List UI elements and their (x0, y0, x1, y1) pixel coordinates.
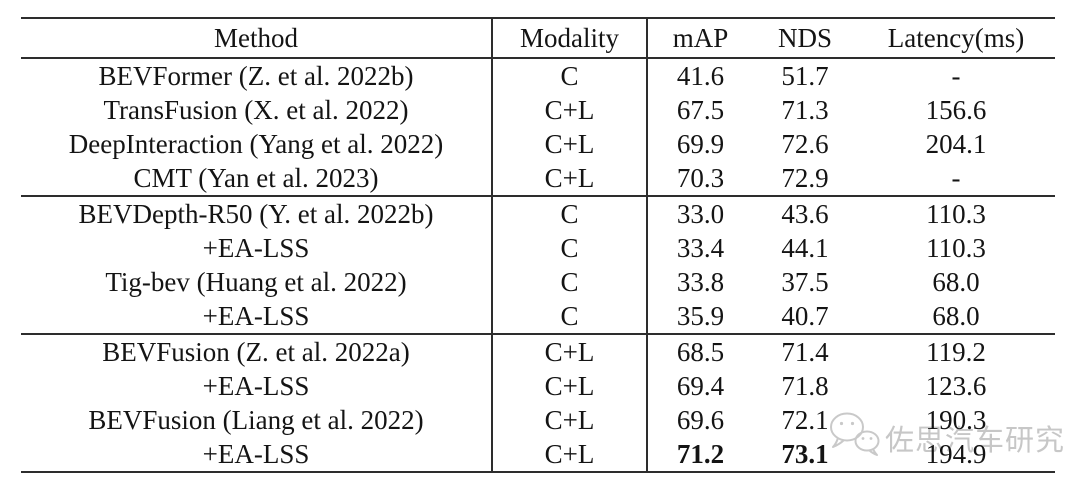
cell-nds: 72.9 (753, 161, 857, 197)
cell-modality: C+L (492, 161, 648, 197)
cell-nds: 72.6 (781, 128, 829, 159)
header-modality: Modality (492, 18, 648, 59)
table-row: +EA-LSS C 35.9 40.7 68.0 (21, 299, 1055, 335)
cell-method: BEVFormer (Z. et al. 2022b) (21, 58, 493, 93)
cell-nds-best: 73.1 (781, 438, 829, 469)
header-map: mAP (647, 18, 753, 59)
table-row: BEVFusion (Z. et al. 2022a) C+L 68.5 71.… (21, 334, 1055, 369)
table-row: CMT (Yan et al. 2023) C+L 70.3 72.9 - (21, 161, 1055, 197)
results-table: Method Modality mAP NDS Latency(ms) BEVF… (21, 17, 1055, 473)
cell-latency: 110.3 (926, 198, 986, 229)
cell-modality: C (492, 231, 648, 265)
cell-latency: 156.6 (925, 94, 987, 125)
cell-method: TransFusion (X. et al. 2022) (21, 93, 493, 127)
cell-modality: C+L (492, 93, 648, 127)
cell-modality: C (492, 196, 648, 231)
cell-method: BEVFusion (Z. et al. 2022a) (21, 334, 493, 369)
cell-map: 69.6 (676, 404, 725, 435)
cell-modality: C (492, 265, 648, 299)
cell-map-best: 71.2 (676, 438, 725, 469)
cell-nds: 43.6 (781, 198, 829, 229)
table-row: +EA-LSS C+L 69.4 71.8 123.6 (21, 369, 1055, 403)
table-row: +EA-LSS C 33.4 44.1 110.3 (21, 231, 1055, 265)
cell-method: BEVFusion (Liang et al. 2022) (21, 403, 493, 437)
cell-method: +EA-LSS (21, 369, 493, 403)
cell-map: 41.6 (676, 60, 725, 91)
cell-map: 69.9 (676, 128, 725, 159)
table-row: BEVFusion (Liang et al. 2022) C+L 69.6 7… (21, 403, 1055, 437)
cell-method: +EA-LSS (21, 231, 493, 265)
cell-map: 69.4 (676, 370, 725, 401)
header-latency: Latency(ms) (857, 18, 1055, 59)
cell-nds: 44.1 (781, 232, 829, 263)
watermark: 佐思汽车研究 (828, 410, 1065, 465)
cell-latency: 68.0 (857, 299, 1055, 335)
cell-latency: - (857, 161, 1055, 197)
table-row: DeepInteraction (Yang et al. 2022) C+L 6… (21, 127, 1055, 161)
cell-modality: C (492, 299, 648, 335)
table-row: BEVFormer (Z. et al. 2022b) C 41.6 51.7 … (21, 58, 1055, 93)
cell-modality: C (492, 58, 648, 93)
cell-nds: 71.8 (781, 370, 829, 401)
cell-method: +EA-LSS (21, 299, 493, 335)
cell-modality: C+L (492, 334, 648, 369)
cell-method: BEVDepth-R50 (Y. et al. 2022b) (21, 196, 493, 231)
cell-latency: 123.6 (925, 370, 987, 401)
table-row: +EA-LSS C+L 71.2 73.1 194.9 (21, 437, 1055, 472)
cell-latency: 110.3 (926, 232, 986, 263)
cell-latency: - (951, 60, 961, 91)
cell-latency: 194.9 (925, 438, 987, 469)
cell-modality: C+L (492, 369, 648, 403)
cell-map: 70.3 (647, 161, 753, 197)
header-method: Method (21, 18, 493, 59)
table-row: Tig-bev (Huang et al. 2022) C 33.8 37.5 … (21, 265, 1055, 299)
cell-method: DeepInteraction (Yang et al. 2022) (21, 127, 493, 161)
cell-latency: 68.0 (932, 266, 980, 297)
header-nds: NDS (753, 18, 857, 59)
cell-method: Tig-bev (Huang et al. 2022) (21, 265, 493, 299)
cell-map: 33.0 (676, 198, 725, 229)
cell-modality: C+L (492, 403, 648, 437)
cell-map: 33.4 (676, 232, 725, 263)
watermark-text: 佐思汽车研究 (885, 424, 1066, 457)
cell-nds: 51.7 (781, 60, 829, 91)
cell-map: 33.8 (676, 266, 725, 297)
cell-nds: 72.1 (781, 404, 829, 435)
table-header-row: Method Modality mAP NDS Latency(ms) (21, 18, 1055, 59)
cell-nds: 71.4 (781, 336, 829, 367)
table-row: TransFusion (X. et al. 2022) C+L 67.5 71… (21, 93, 1055, 127)
cell-map: 68.5 (676, 336, 725, 367)
cell-latency: 119.2 (926, 336, 986, 367)
cell-latency: 204.1 (925, 128, 987, 159)
table-row: BEVDepth-R50 (Y. et al. 2022b) C 33.0 43… (21, 196, 1055, 231)
cell-nds: 37.5 (781, 266, 829, 297)
cell-map: 67.5 (676, 94, 725, 125)
cell-nds: 40.7 (753, 299, 857, 335)
wechat-icon (828, 410, 882, 465)
cell-method: +EA-LSS (21, 437, 493, 472)
cell-modality: C+L (492, 127, 648, 161)
cell-latency: 190.3 (925, 404, 987, 435)
cell-modality: C+L (492, 437, 648, 472)
cell-map: 35.9 (647, 299, 753, 335)
cell-nds: 71.3 (781, 94, 829, 125)
cell-method: CMT (Yan et al. 2023) (21, 161, 493, 197)
